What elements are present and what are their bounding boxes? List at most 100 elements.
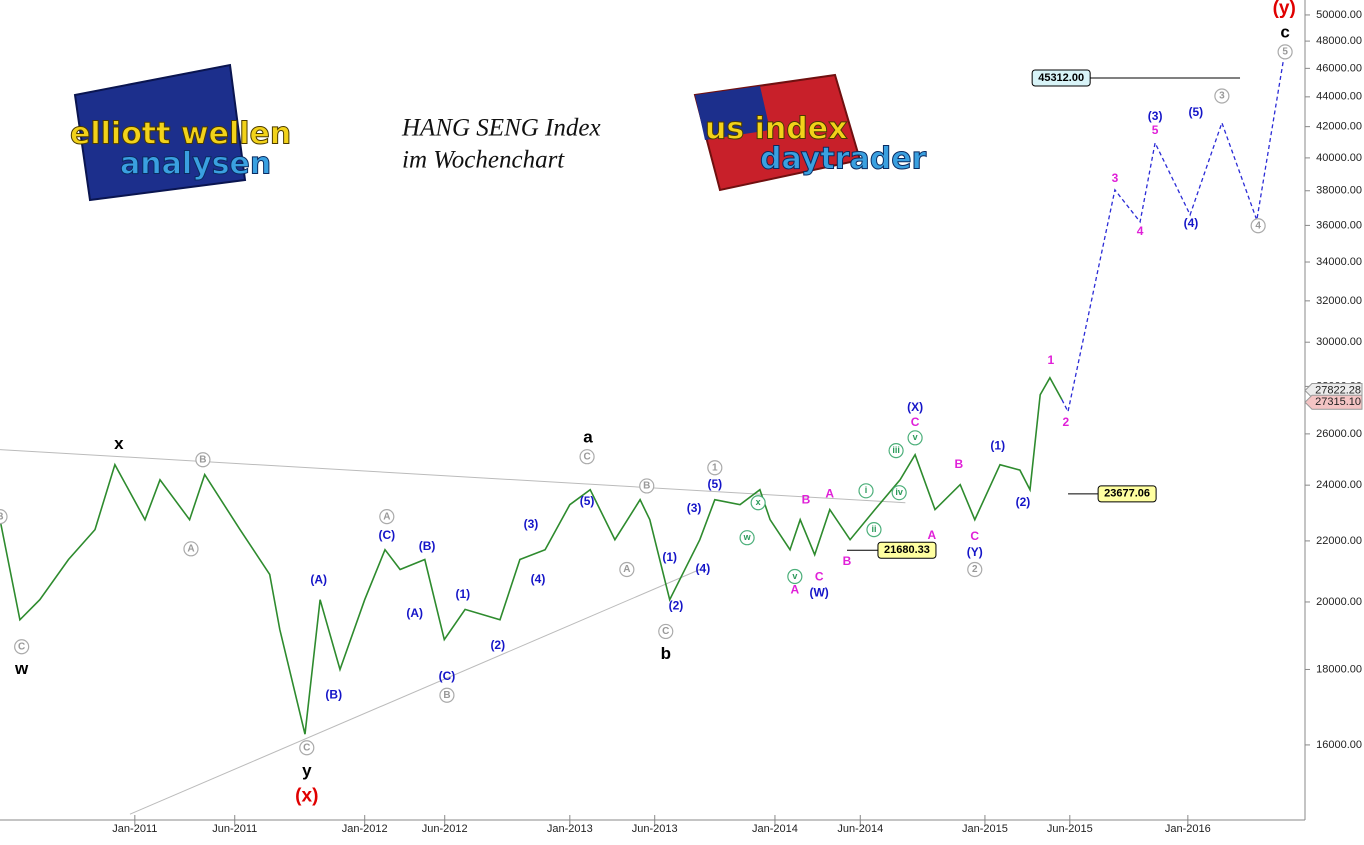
- chart-subtitle: im Wochenchart: [402, 147, 565, 174]
- wave-circle: [639, 478, 655, 494]
- x-tick-label: Jun-2013: [632, 823, 678, 835]
- wave-circle: [658, 623, 674, 640]
- logo-line: daytrader: [760, 142, 927, 177]
- wave-circle: [619, 561, 635, 578]
- wave-circle: [379, 509, 395, 525]
- wave-label: 5: [1282, 47, 1288, 58]
- wave-circle: [787, 568, 803, 585]
- trendline: [129, 569, 700, 815]
- x-tick-label: Jan-2013: [547, 823, 593, 835]
- wave-label: C: [662, 626, 669, 637]
- y-tick-label: 26000.00: [1316, 428, 1362, 440]
- wave-circle: [858, 483, 874, 499]
- wave-circle: [1214, 88, 1230, 104]
- wave-circle: [907, 430, 923, 446]
- wave-label: A: [187, 543, 194, 554]
- y-tick-label: 46000.00: [1316, 62, 1362, 74]
- wave-label: B: [802, 493, 811, 507]
- wave-label: (4): [696, 562, 711, 576]
- wave-label: 2: [972, 564, 978, 575]
- wave-label: (2): [490, 638, 505, 652]
- y-tick-label: 36000.00: [1316, 219, 1362, 231]
- wave-label: iv: [895, 487, 903, 497]
- x-tick-label: Jun-2012: [422, 823, 468, 835]
- wave-label: w: [743, 532, 752, 542]
- wave-circle: [891, 485, 907, 501]
- wave-label: A: [383, 511, 390, 522]
- wave-label: A: [623, 564, 630, 575]
- wave-label: C: [970, 529, 979, 543]
- wave-label: b: [661, 644, 671, 663]
- wave-circle: [183, 541, 199, 557]
- wave-label: (3): [687, 501, 702, 515]
- wave-circle: [866, 522, 882, 538]
- wave-label: C: [911, 415, 920, 429]
- wave-label: (5): [1188, 105, 1203, 119]
- wave-label: 5: [1152, 123, 1159, 137]
- wave-label: B: [443, 690, 450, 701]
- price-level-box: [1097, 485, 1157, 503]
- wave-label: (A): [406, 606, 423, 620]
- price-tag-label: 27315.10: [1315, 396, 1361, 408]
- price-level-box: [877, 541, 937, 559]
- wave-circle: [439, 687, 455, 703]
- wave-label: (Y): [967, 545, 983, 559]
- wave-label: x: [756, 497, 761, 507]
- wave-circle: [299, 740, 315, 756]
- wave-label: C: [18, 641, 25, 652]
- wave-label: C: [583, 451, 590, 462]
- wave-label: (C): [439, 669, 456, 683]
- wave-circle: [739, 530, 755, 546]
- wave-circle: [1277, 44, 1293, 60]
- logo-line: elliott wellen: [70, 117, 291, 152]
- wave-label: a: [583, 427, 593, 446]
- wave-label: (1): [662, 550, 677, 564]
- wave-label: (3): [1148, 109, 1163, 123]
- wave-circle: [967, 561, 983, 578]
- wave-circle: [0, 509, 8, 525]
- wave-label: (5): [580, 494, 595, 508]
- wave-label: c: [1280, 22, 1289, 41]
- wave-label: (2): [1016, 495, 1031, 509]
- price-level-label: 45312.00: [1038, 72, 1084, 84]
- x-tick-label: Jan-2014: [752, 823, 798, 835]
- wave-circle: [707, 460, 723, 476]
- wave-label: w: [14, 659, 29, 678]
- wave-label: B: [843, 554, 852, 568]
- wave-label: (5): [707, 477, 722, 491]
- wave-label: 3: [1219, 91, 1225, 102]
- wave-label: 1: [712, 462, 718, 473]
- x-tick-label: Jun-2014: [837, 823, 883, 835]
- y-tick-label: 34000.00: [1316, 256, 1362, 268]
- y-tick-label: 40000.00: [1316, 152, 1362, 164]
- x-tick-label: Jan-2011: [112, 823, 157, 835]
- y-tick-label: 50000.00: [1316, 9, 1362, 21]
- wave-label: (B): [325, 687, 342, 701]
- price-level-label: 23677.06: [1104, 488, 1150, 500]
- wave-label: (4): [531, 572, 546, 586]
- logo-us-index: us index daytrader: [693, 73, 927, 192]
- wave-label: ii: [871, 524, 876, 534]
- wave-label: (1): [456, 587, 471, 601]
- price-level-box: [1031, 69, 1091, 87]
- wave-label: A: [825, 487, 834, 501]
- wave-label: (X): [907, 400, 923, 414]
- wave-label: x: [114, 434, 124, 453]
- wave-label: v: [792, 571, 797, 581]
- y-tick-label: 38000.00: [1316, 185, 1362, 197]
- logo-elliott-wellen: elliott wellen analysen: [70, 63, 292, 202]
- wave-label: (B): [419, 539, 436, 553]
- wave-label: 4: [1255, 220, 1261, 231]
- y-tick-label: 20000.00: [1316, 596, 1362, 608]
- wave-label: (y): [1273, 0, 1296, 19]
- wave-circle: [750, 495, 766, 511]
- x-tick-label: Jun-2011: [212, 823, 257, 835]
- logo-line: analysen: [120, 147, 271, 182]
- chart-title: HANG SENG Index: [401, 115, 601, 142]
- wave-circle: [14, 639, 30, 655]
- y-tick-label: 44000.00: [1316, 91, 1362, 103]
- wave-label: B: [955, 457, 964, 471]
- logo-line: us index: [705, 112, 847, 147]
- wave-label: 2: [1062, 415, 1069, 429]
